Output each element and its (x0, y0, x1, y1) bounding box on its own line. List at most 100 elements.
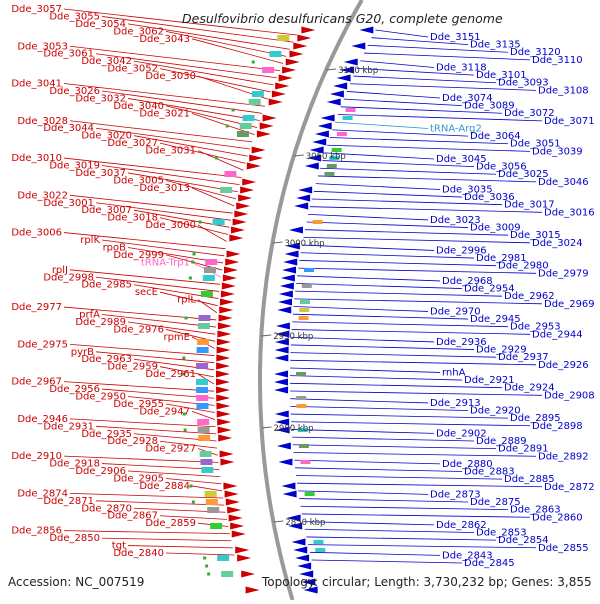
gene-label-right: Dde_3064 (470, 131, 521, 142)
gene-label-left: Dde_2989 (75, 317, 126, 328)
label-connector (290, 359, 537, 366)
reverse-gene-arrow (333, 82, 348, 90)
gene-label-right: Dde_3074 (442, 93, 493, 104)
feature-tracks (182, 26, 374, 594)
cog-category-block (304, 492, 315, 496)
gene-label-right: Dde_2936 (436, 337, 487, 348)
forward-gene-arrow (216, 386, 231, 394)
gene-label-left: Dde_2998 (43, 272, 94, 283)
gene-label-left: Dde_3022 (17, 190, 68, 201)
cog-category-block (298, 316, 309, 320)
label-connector (356, 68, 475, 76)
gene-label-left: pyrB (71, 347, 94, 358)
gene-label-right: Dde_2970 (430, 306, 481, 317)
gene-label-right: Dde_3120 (510, 47, 561, 58)
gene-label-left: Dde_3018 (107, 213, 158, 224)
gene-label-left: Dde_3028 (17, 116, 68, 127)
gene-label-left: Dde_2928 (107, 436, 158, 447)
forward-gene-arrow (216, 410, 231, 418)
forward-gene-arrow (217, 426, 232, 434)
gene-label-right: Dde_3016 (544, 207, 595, 218)
gene-label-right: Dde_2980 (498, 261, 549, 272)
label-connector (320, 167, 497, 175)
cog-category-block (331, 148, 342, 152)
forward-gene-arrow (235, 546, 250, 554)
label-connector (63, 83, 266, 107)
gene-label-right: Dde_2843 (442, 550, 493, 561)
label-connector (300, 505, 509, 511)
gene-label-right: Dde_2875 (470, 497, 521, 508)
label-connector (309, 551, 441, 556)
cog-category-block (204, 491, 217, 497)
label-connector (324, 152, 435, 160)
cog-category-block (199, 451, 212, 457)
forward-gene-arrow (282, 66, 297, 74)
label-connector (197, 150, 244, 171)
gene-label-left: tRNA-Trp1 (141, 257, 190, 268)
gene-label-right: Dde_2862 (436, 520, 487, 531)
label-connector (159, 68, 271, 93)
tick-label: 2850 kbp (285, 518, 325, 528)
forward-gene-arrow (217, 418, 232, 426)
tick-mark (261, 426, 272, 429)
label-connector (294, 298, 543, 305)
cog-category-block (220, 187, 233, 193)
label-connector (304, 229, 509, 236)
gene-label-right: Dde_3101 (476, 70, 527, 81)
gene-label-right: Dde_2892 (538, 451, 589, 462)
label-connector (95, 351, 215, 364)
reverse-gene-arrow (314, 130, 329, 138)
gene-label-left: Dde_3005 (113, 175, 164, 186)
reverse-gene-arrow (279, 282, 294, 290)
gene-label-right: Dde_2883 (464, 467, 515, 478)
gene-label-left: Dde_2977 (11, 302, 62, 313)
label-connector (101, 463, 220, 470)
tick-mark (273, 520, 284, 523)
label-connector-lines (63, 8, 543, 564)
gene-label-right: Dde_2908 (544, 390, 595, 401)
forward-gene-arrow (216, 354, 231, 362)
cog-category-block (236, 131, 249, 137)
gene-label-right: Dde_3051 (510, 139, 561, 150)
forward-gene-arrow (218, 434, 233, 442)
gene-label-left: Dde_2985 (81, 280, 132, 291)
gene-label-right: Dde_2944 (532, 329, 583, 340)
gene-label-right: Dde_2954 (464, 284, 515, 295)
gene-label-left: secE (135, 287, 158, 298)
forward-gene-arrow (237, 554, 252, 562)
label-connector (363, 52, 531, 61)
gene-label-right: Dde_2853 (476, 528, 527, 539)
reverse-gene-arrow (359, 26, 374, 34)
gene-label-right: Dde_2898 (532, 421, 583, 432)
label-connector (191, 411, 216, 421)
gene-label-right: Dde_3025 (498, 169, 549, 180)
reverse-gene-arrow (298, 186, 313, 194)
gene-label-left: rplL (177, 295, 196, 306)
reverse-gene-arrow (301, 578, 316, 586)
gene-label-left: Dde_2850 (49, 533, 100, 544)
gene-label-right: Dde_2863 (510, 505, 561, 516)
label-connector (133, 60, 274, 86)
forward-gene-arrow (240, 186, 255, 194)
forward-gene-arrow (259, 122, 274, 130)
accession-text: Accession: NC_007519 (8, 575, 144, 589)
gene-label-right: Dde_3118 (436, 62, 487, 73)
reverse-gene-arrow (282, 490, 297, 498)
gene-label-right: Dde_2885 (504, 474, 555, 485)
label-connector (63, 232, 226, 250)
label-connector (290, 344, 475, 350)
gene-label-right: Dde_2937 (498, 352, 549, 363)
label-connector (298, 267, 537, 274)
gene-label-left: Dde_2840 (113, 548, 164, 559)
cog-category-block (304, 268, 315, 272)
label-connector (304, 528, 475, 533)
label-connector (293, 452, 537, 457)
forward-gene-arrow (222, 274, 237, 282)
label-connector (291, 336, 435, 343)
forward-gene-arrow (229, 234, 244, 242)
gene-label-right: Dde_2929 (476, 345, 527, 356)
tick-mark (293, 154, 304, 157)
feature-marker (191, 500, 195, 504)
gene-label-left: Dde_3026 (49, 86, 100, 97)
